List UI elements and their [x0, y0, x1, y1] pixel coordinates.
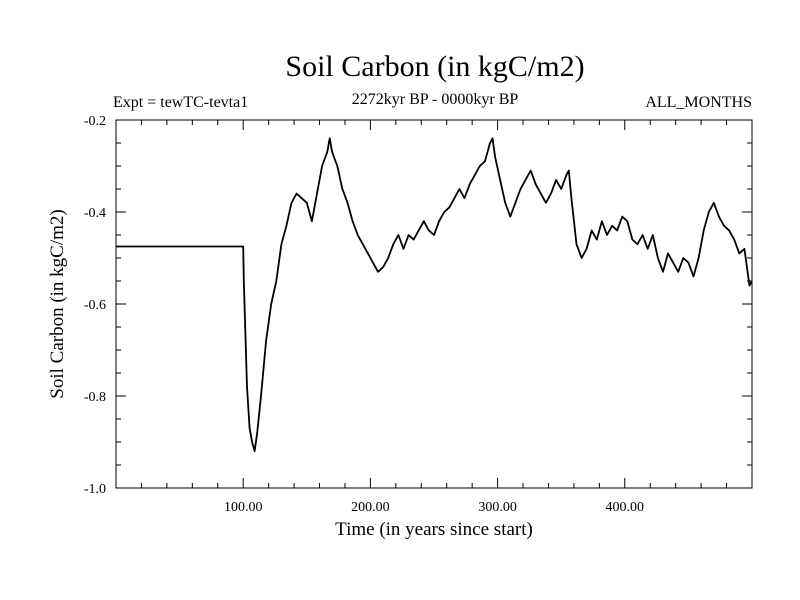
- months-label: ALL_MONTHS: [645, 94, 752, 111]
- plot-frame: [115, 119, 753, 489]
- y-axis-label: Soil Carbon (in kgC/m2): [47, 209, 68, 398]
- x-axis-label: Time (in years since start): [335, 519, 533, 540]
- x-tick-label: 300.00: [478, 500, 517, 515]
- y-tick-label: -0.6: [84, 298, 106, 313]
- x-tick-label: 100.00: [224, 500, 263, 515]
- y-axis: -1.0 -0.8 -0.6 -0.4 -0.2: [84, 114, 752, 497]
- y-tick-label: -0.2: [84, 114, 106, 129]
- y-tick-label: -0.4: [84, 206, 106, 221]
- x-tick-label: 200.00: [351, 500, 390, 515]
- time-range-label: 2272kyr BP - 0000kyr BP: [351, 91, 519, 108]
- experiment-label: Expt = tewTC-tevta1: [113, 94, 249, 111]
- chart-title: Soil Carbon (in kgC/m2): [285, 50, 585, 83]
- x-axis: 100.00 200.00 300.00 400.00: [140, 120, 728, 515]
- x-tick-label: 400.00: [606, 500, 645, 515]
- y-tick-label: -1.0: [84, 482, 106, 497]
- y-tick-label: -0.8: [84, 390, 106, 405]
- series-line: [116, 137, 753, 453]
